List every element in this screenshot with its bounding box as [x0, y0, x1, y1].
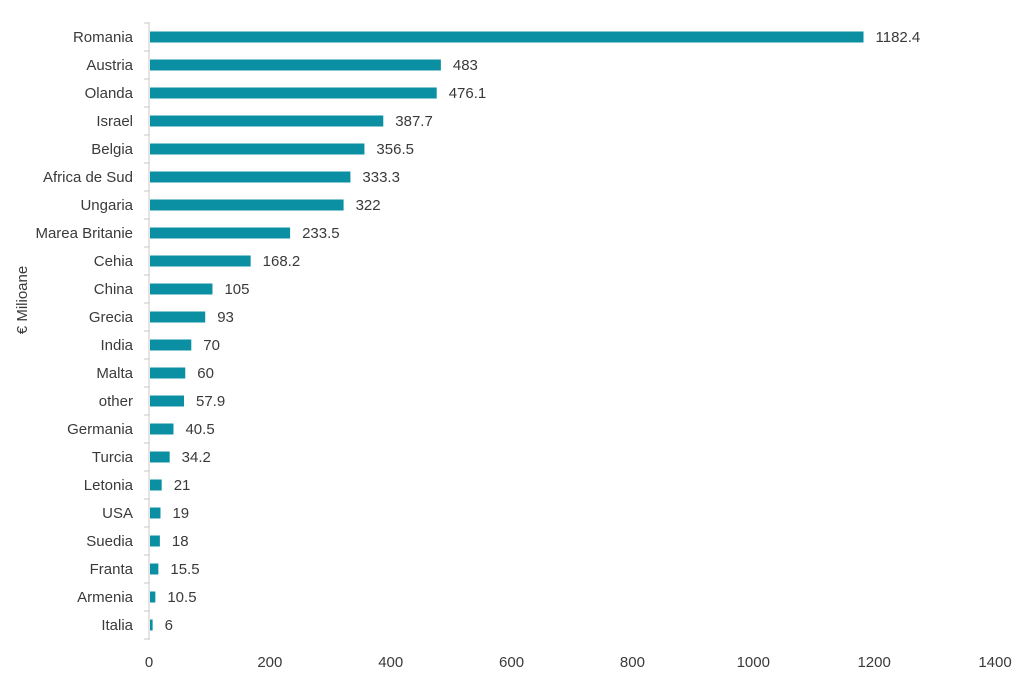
category-label: Letonia: [84, 477, 134, 494]
category-label: Africa de Sud: [43, 169, 133, 186]
value-label: 6: [165, 617, 173, 634]
category-label: Ungaria: [80, 197, 133, 214]
value-label: 105: [224, 281, 249, 298]
x-tick-label: 1400: [978, 654, 1011, 671]
bar-marea-britanie: [150, 227, 291, 239]
x-tick-label: 1000: [737, 654, 770, 671]
bar-china: [150, 283, 213, 295]
category-label: Israel: [96, 113, 133, 130]
bar-austria: [150, 59, 441, 71]
bar-israel: [150, 115, 384, 127]
category-label: Grecia: [89, 309, 134, 326]
category-label: Malta: [96, 365, 133, 382]
value-label: 1182.4: [876, 29, 921, 46]
bars-layer: [150, 31, 864, 631]
x-tick-label: 200: [257, 654, 282, 671]
value-label: 18: [172, 533, 189, 550]
bar-olanda: [150, 87, 437, 99]
value-label: 333.3: [362, 169, 400, 186]
value-label: 60: [197, 365, 214, 382]
bar-ungaria: [150, 199, 344, 211]
bar-romania: [150, 31, 864, 43]
bar-belgia: [150, 143, 365, 155]
y-axis-title: € Milioane: [14, 266, 31, 334]
value-label: 10.5: [167, 589, 196, 606]
category-label: other: [99, 393, 133, 410]
value-label: 476.1: [449, 85, 487, 102]
value-label: 356.5: [376, 141, 414, 158]
value-label: 322: [356, 197, 381, 214]
category-label: Cehia: [94, 253, 134, 270]
category-label: Franta: [90, 561, 134, 578]
category-label: Marea Britanie: [35, 225, 133, 242]
bar-africa-de-sud: [150, 171, 351, 183]
axis-layer: 0 200 400 600 800 1000 1200 1400: [144, 22, 1012, 671]
category-label: Turcia: [92, 449, 134, 466]
bar-malta: [150, 367, 186, 379]
category-label: Germania: [67, 421, 134, 438]
category-label: Italia: [101, 617, 133, 634]
category-label: India: [100, 337, 133, 354]
value-label: 93: [217, 309, 234, 326]
value-label: 70: [203, 337, 220, 354]
x-tick-label: 1200: [857, 654, 890, 671]
bar-franta: [150, 563, 159, 575]
value-label: 387.7: [395, 113, 433, 130]
bar-usa: [150, 507, 161, 519]
value-label: 21: [174, 477, 191, 494]
bar-suedia: [150, 535, 160, 547]
x-tick-label: 800: [620, 654, 645, 671]
value-label: 483: [453, 57, 478, 74]
category-label: Belgia: [91, 141, 133, 158]
bar-armenia: [150, 591, 156, 603]
value-label: 19: [172, 505, 189, 522]
value-label: 40.5: [185, 421, 214, 438]
labels-layer: Romania 1182.4 Austria 483 Olanda 476.1 Israel…: [35, 29, 920, 634]
value-label: 15.5: [170, 561, 199, 578]
value-label: 57.9: [196, 393, 225, 410]
bar-india: [150, 339, 192, 351]
value-label: 34.2: [182, 449, 211, 466]
bar-cehia: [150, 255, 251, 267]
value-label: 168.2: [263, 253, 301, 270]
category-label: Romania: [73, 29, 134, 46]
category-label: Olanda: [85, 85, 134, 102]
x-tick-label: 400: [378, 654, 403, 671]
value-label: 233.5: [302, 225, 340, 242]
bar-italia: [150, 619, 153, 631]
bar-grecia: [150, 311, 206, 323]
category-label: Austria: [86, 57, 133, 74]
category-label: Suedia: [86, 533, 133, 550]
bar-other: [150, 395, 184, 407]
bar-letonia: [150, 479, 162, 491]
x-tick-label: 0: [145, 654, 153, 671]
category-label: China: [94, 281, 134, 298]
bar-germania: [150, 423, 174, 435]
x-tick-label: 600: [499, 654, 524, 671]
category-label: Armenia: [77, 589, 134, 606]
category-label: USA: [102, 505, 133, 522]
bar-turcia: [150, 451, 170, 463]
